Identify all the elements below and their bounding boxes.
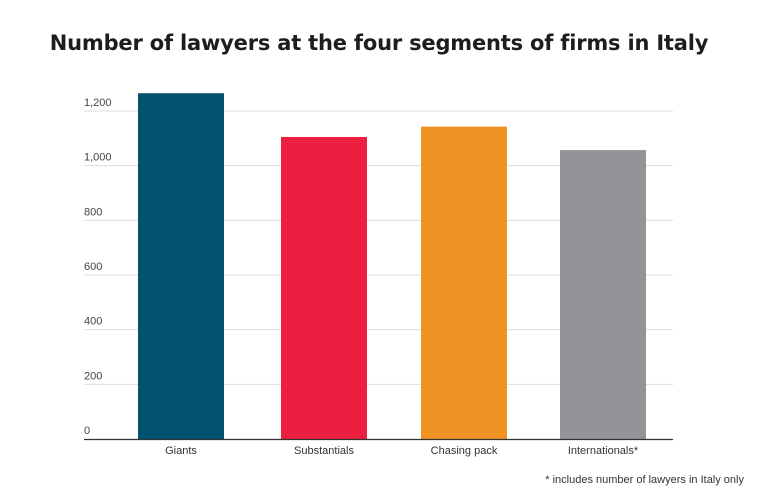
bars — [138, 93, 646, 439]
footnote: * includes number of lawyers in Italy on… — [545, 474, 744, 486]
y-tick-label: 200 — [84, 370, 102, 382]
x-axis-labels: Giants Substantials Chasing pack Internatio… — [165, 445, 639, 457]
y-tick-label: 1,200 — [84, 97, 112, 109]
x-category-label: Substantials — [294, 445, 354, 457]
bar-internationals — [560, 150, 646, 439]
bar-chasing-pack — [421, 126, 507, 439]
y-axis-ticks: 0 200 400 600 800 1,000 1,200 — [84, 97, 112, 437]
chart-title: Number of lawyers at the four segments o… — [49, 31, 709, 55]
x-category-label: Giants — [165, 445, 197, 457]
bar-giants — [138, 93, 224, 439]
y-tick-label: 800 — [84, 206, 102, 218]
x-category-label: Internationals* — [568, 445, 639, 457]
bar-substantials — [281, 136, 367, 439]
y-tick-label: 1,000 — [84, 152, 112, 164]
y-tick-label: 600 — [84, 261, 102, 273]
y-tick-label: 400 — [84, 316, 102, 328]
y-tick-label: 0 — [84, 425, 90, 437]
x-category-label: Chasing pack — [431, 445, 498, 457]
